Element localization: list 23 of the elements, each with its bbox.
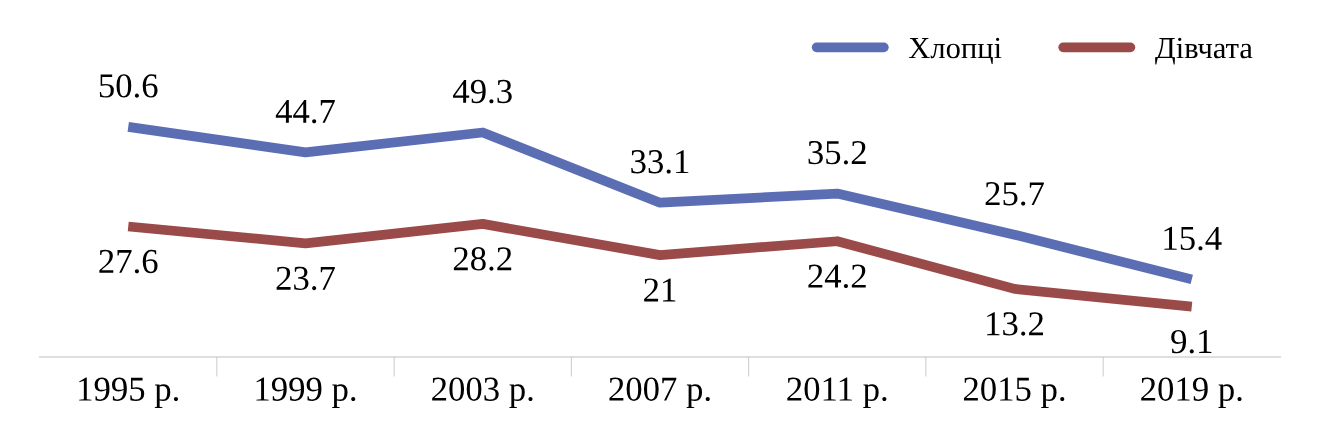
- data-label: 24.2: [808, 264, 866, 289]
- data-label: 23.7: [276, 266, 335, 291]
- data-label: 49.3: [453, 79, 512, 104]
- data-label: 27.6: [99, 249, 158, 274]
- data-label: 9.1: [1171, 329, 1212, 354]
- data-label: 21: [644, 278, 676, 302]
- x-tick-label: 2007 р.: [609, 377, 710, 408]
- data-label: 15.4: [1164, 226, 1222, 251]
- data-label: 33.1: [631, 150, 689, 174]
- data-label: 13.2: [987, 312, 1043, 336]
- data-label: 25.7: [985, 182, 1044, 206]
- x-tick-label: 2015 р.: [963, 377, 1065, 408]
- x-tick-label: 1999 р.: [256, 377, 356, 408]
- x-tick-label: 1995 р.: [79, 377, 179, 408]
- legend-label: Хлопці: [908, 37, 1002, 64]
- data-label: 35.2: [808, 140, 866, 165]
- x-tick-label: 2003 р.: [432, 377, 533, 408]
- x-tick-label: 2019 р.: [1141, 377, 1242, 408]
- data-label: 28.2: [453, 247, 512, 271]
- data-label: 44.7: [275, 99, 335, 124]
- legend-label: Дівчата: [1155, 37, 1253, 65]
- data-label: 50.6: [99, 74, 158, 98]
- x-tick-label: 2011 р.: [787, 377, 887, 408]
